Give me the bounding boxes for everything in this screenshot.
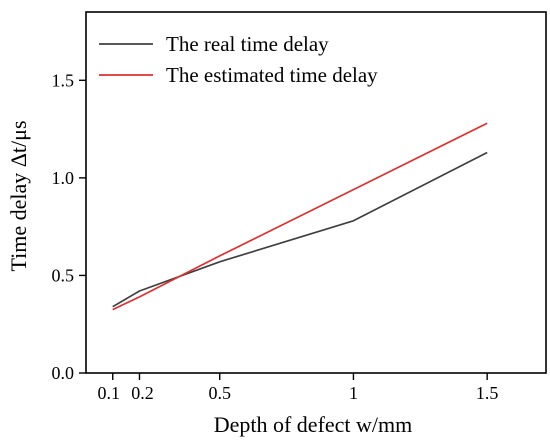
legend-label: The real time delay	[166, 32, 329, 56]
y-axis-title: Time delay Δt/μs	[6, 120, 31, 271]
legend: The real time delay The estimated time de…	[99, 32, 378, 87]
series-line-real	[112, 151, 488, 308]
plot-frame	[85, 11, 547, 374]
plot-border	[85, 11, 547, 374]
x-tick-label: 1.5	[476, 383, 499, 403]
x-tick-label: 0.5	[208, 383, 231, 403]
series-line-estimated	[112, 122, 488, 311]
y-tick-label: 1.0	[52, 168, 75, 188]
x-axis-title: Depth of defect w/mm	[214, 412, 413, 437]
x-tick-label: 0.2	[131, 383, 154, 403]
legend-label: The estimated time delay	[166, 63, 378, 87]
y-tick-label: 1.5	[52, 70, 75, 90]
y-axis-ticks: 0.0 0.5 1.0 1.5	[52, 70, 86, 383]
x-tick-label: 0.1	[97, 383, 120, 403]
y-tick-label: 0.0	[52, 363, 75, 383]
x-tick-label: 1	[349, 383, 358, 403]
y-tick-label: 0.5	[52, 265, 75, 285]
x-axis-ticks: 0.1 0.2 0.5 1 1.5	[97, 373, 498, 403]
series-layer	[112, 122, 488, 311]
